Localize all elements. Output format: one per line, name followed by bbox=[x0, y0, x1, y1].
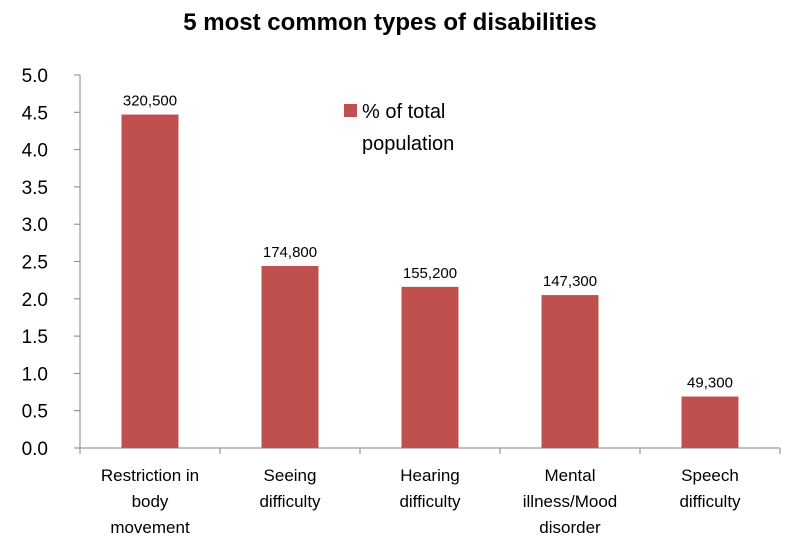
x-category-label: Speech difficulty bbox=[679, 466, 741, 511]
x-category-label-line: body bbox=[132, 492, 169, 511]
x-category-label: Mental illness/Mood disorder bbox=[523, 466, 618, 537]
x-category-label-line: Speech bbox=[681, 466, 739, 485]
bar bbox=[121, 114, 179, 449]
data-labels: 320,500 174,800 155,200 147,300 49,300 bbox=[123, 93, 733, 392]
bar-series bbox=[121, 114, 739, 449]
bar bbox=[261, 265, 319, 448]
data-label: 174,800 bbox=[263, 244, 317, 261]
bar bbox=[401, 286, 459, 448]
y-tick-label: 1.5 bbox=[22, 327, 48, 348]
bar bbox=[541, 295, 599, 448]
y-tick-label: 4.5 bbox=[22, 103, 48, 124]
y-tick-label: 3.0 bbox=[22, 215, 48, 236]
bar bbox=[681, 396, 739, 448]
y-tick-label: 0.5 bbox=[22, 402, 48, 423]
x-category-label: Hearing difficulty bbox=[399, 466, 461, 511]
y-tick-label: 3.5 bbox=[22, 178, 48, 199]
x-category-label-line: Mental bbox=[544, 466, 595, 485]
x-category-label-line: Restriction in bbox=[101, 466, 199, 485]
data-label: 320,500 bbox=[123, 93, 177, 110]
x-category-label-line: difficulty bbox=[679, 492, 741, 511]
x-axis: Restriction in body movement Seeing difficul… bbox=[79, 447, 781, 537]
chart-title: 5 most common types of disabilities bbox=[183, 9, 596, 36]
y-tick-label: 2.0 bbox=[22, 290, 48, 311]
x-category-label-line: movement bbox=[110, 518, 190, 537]
x-category-label-line: Seeing bbox=[264, 466, 317, 485]
x-category-label-line: Hearing bbox=[400, 466, 460, 485]
data-label: 155,200 bbox=[403, 265, 457, 282]
y-tick-label: 0.0 bbox=[22, 439, 48, 460]
legend-label-line-2: population bbox=[362, 133, 454, 155]
x-category-label: Seeing difficulty bbox=[259, 466, 321, 511]
legend-swatch bbox=[344, 104, 357, 117]
y-tick-label: 5.0 bbox=[22, 66, 48, 87]
legend-label-line-1: % of total bbox=[362, 101, 445, 123]
x-category-label-line: difficulty bbox=[399, 492, 461, 511]
y-tick-label: 4.0 bbox=[22, 141, 48, 162]
data-label: 49,300 bbox=[687, 375, 733, 392]
x-category-label-line: difficulty bbox=[259, 492, 321, 511]
x-category-label: Restriction in body movement bbox=[101, 466, 199, 537]
data-label: 147,300 bbox=[543, 273, 597, 290]
y-tick-label: 2.5 bbox=[22, 253, 48, 274]
y-tick-label: 1.0 bbox=[22, 364, 48, 385]
x-category-label-line: illness/Mood bbox=[523, 492, 618, 511]
legend: % of total population bbox=[344, 101, 454, 155]
x-category-label-line: disorder bbox=[539, 518, 601, 537]
y-axis: 0.0 0.5 1.0 1.5 2.0 2.5 3.0 3.5 4.0 4.5 5.0 bbox=[22, 66, 81, 460]
